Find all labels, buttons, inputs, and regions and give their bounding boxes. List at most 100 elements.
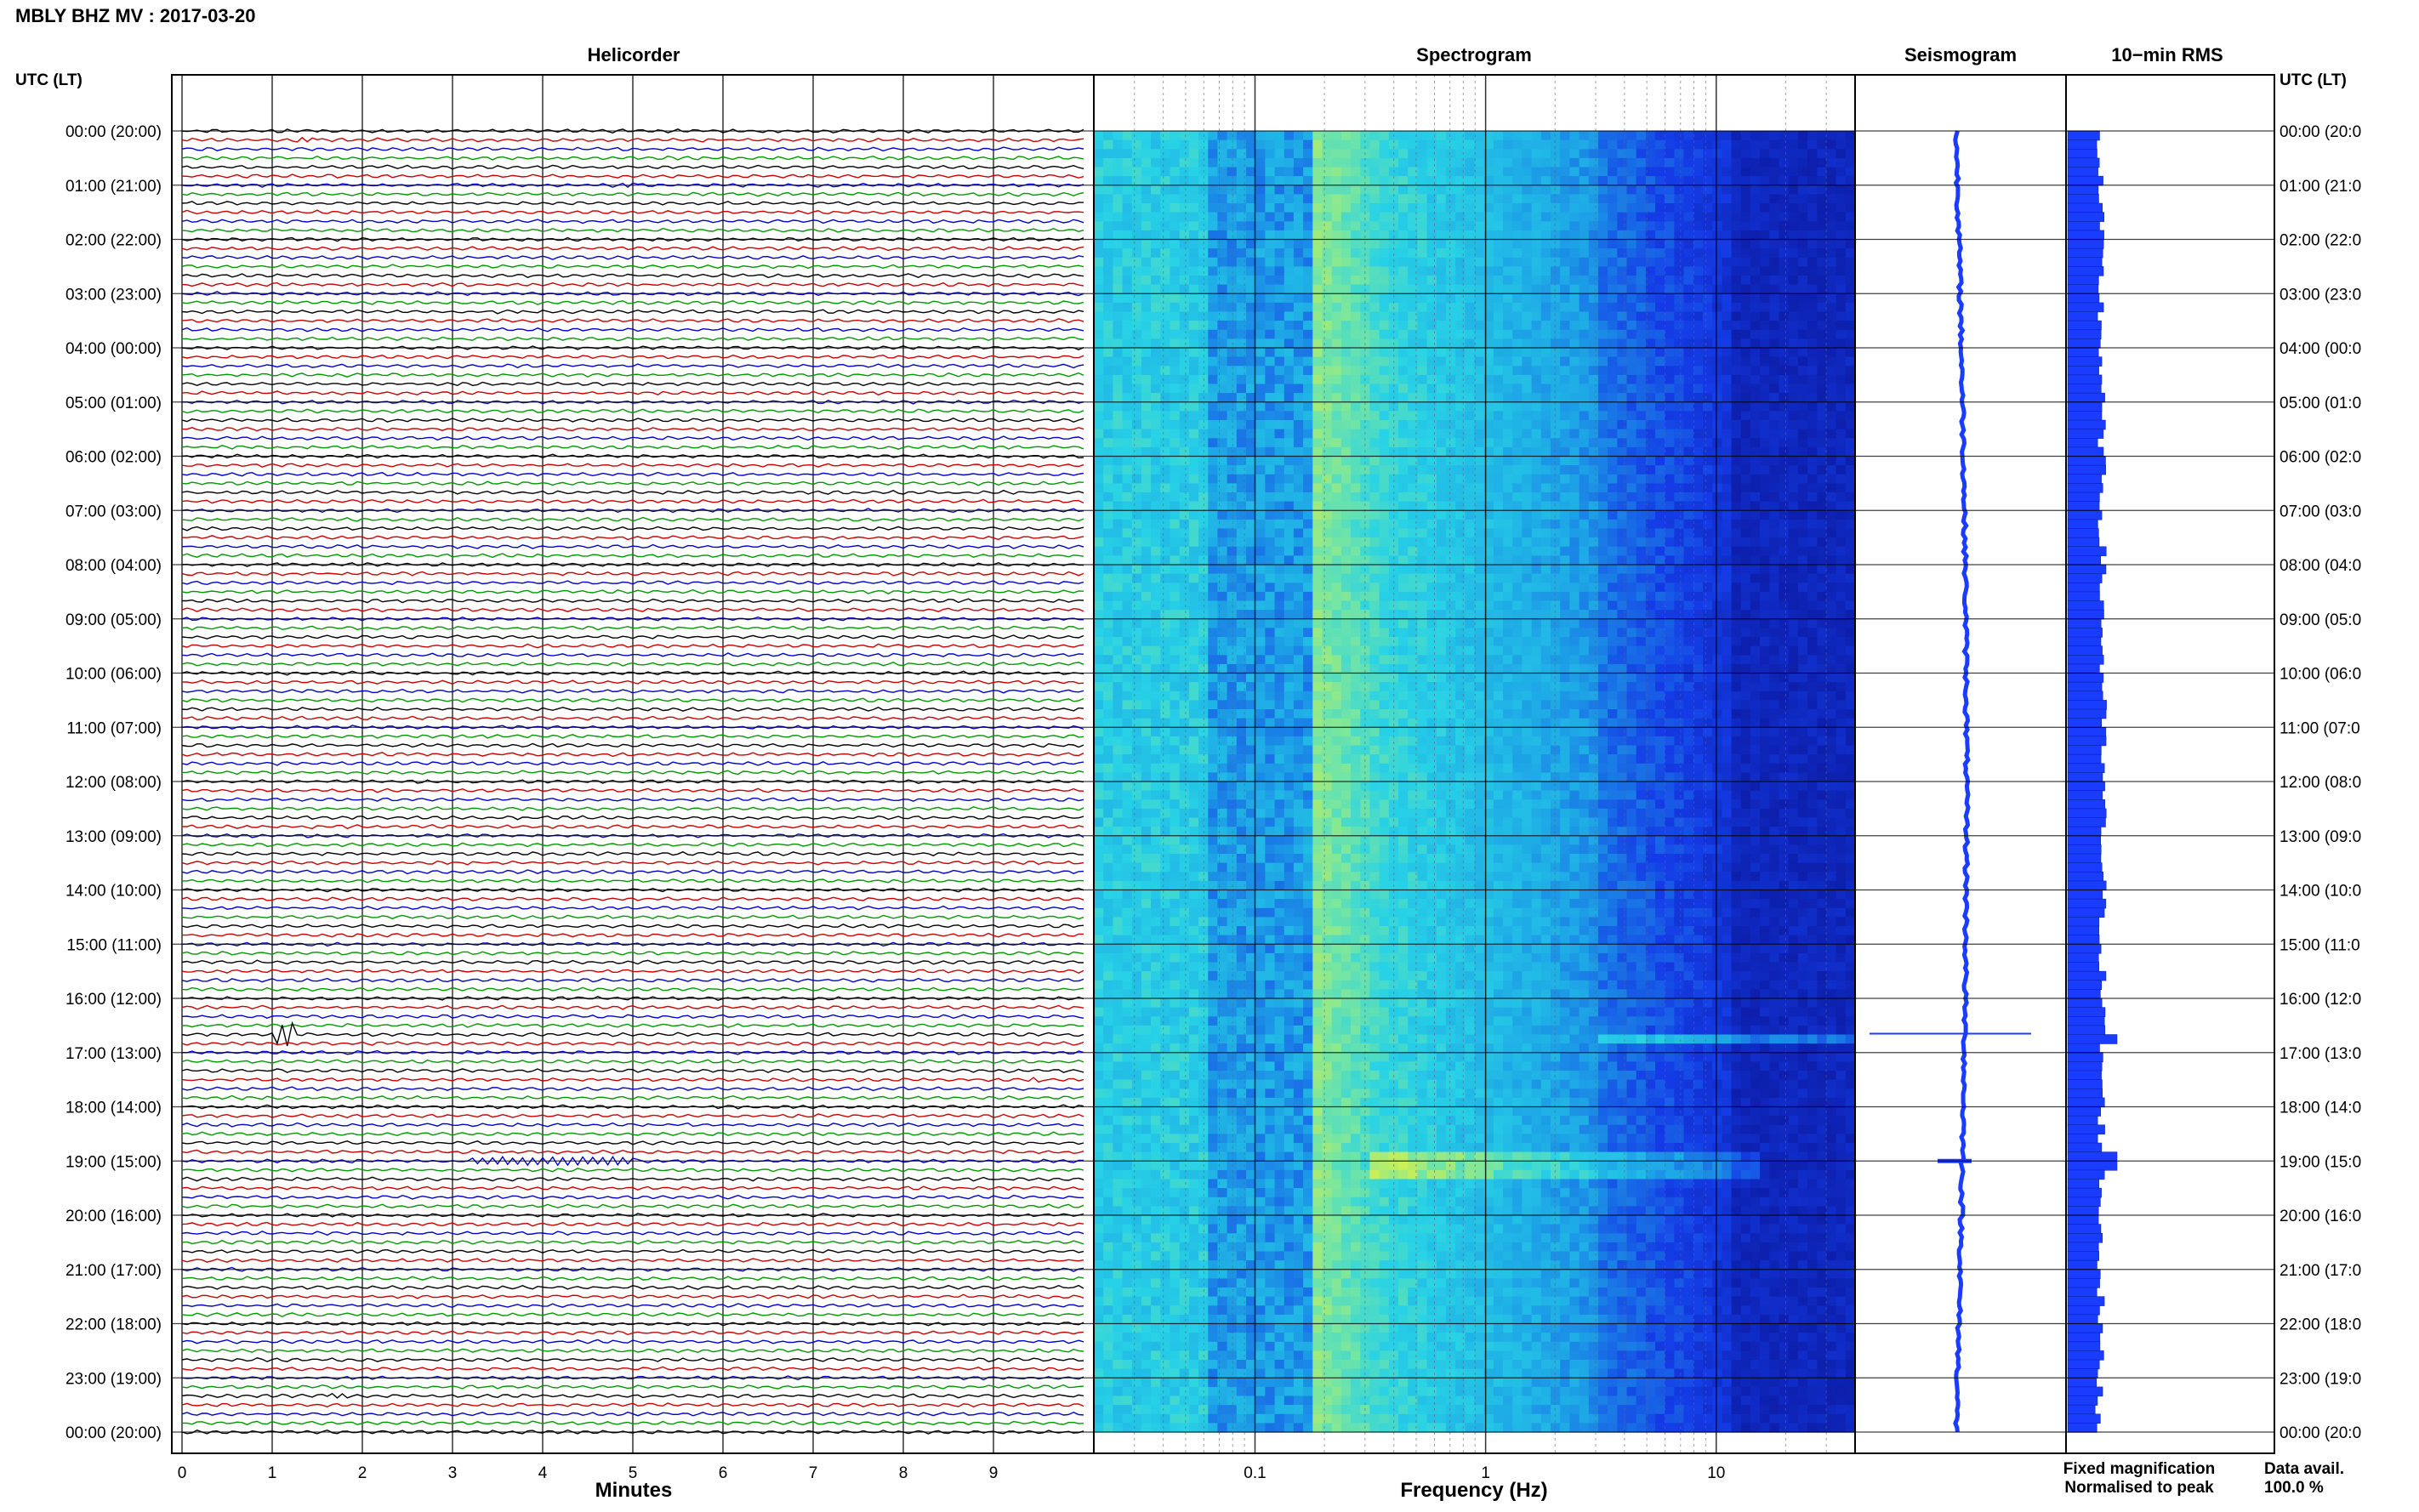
spectrogram-cell — [1398, 565, 1409, 575]
spectrogram-cell — [1740, 600, 1751, 611]
spectrogram-cell — [1788, 456, 1799, 466]
spectrogram-cell — [1769, 673, 1780, 683]
spectrogram-cell — [1703, 637, 1713, 647]
spectrogram-cell — [1351, 374, 1361, 385]
spectrogram-cell — [1141, 655, 1152, 665]
spectrogram-cell — [1817, 194, 1828, 204]
spectrogram-cell — [1122, 465, 1133, 475]
spectrogram-cell — [1674, 465, 1685, 475]
spectrogram-cell — [1426, 203, 1437, 213]
spectrogram-cell — [1198, 401, 1209, 412]
spectrogram-cell — [1283, 429, 1295, 439]
spectrogram-cell — [1703, 366, 1713, 376]
spectrogram-cell — [1740, 519, 1751, 530]
spectrogram-cell — [1655, 348, 1665, 358]
spectrogram-cell — [1113, 393, 1124, 403]
spectrogram-cell — [1208, 167, 1219, 177]
spectrogram-cell — [1474, 185, 1485, 195]
spectrogram-cell — [1626, 618, 1637, 628]
spectrogram-cell — [1131, 528, 1142, 538]
spectrogram-cell — [1712, 393, 1722, 403]
spectrogram-cell — [1722, 248, 1733, 259]
spectrogram-cell — [1597, 446, 1608, 458]
spectrogram-cell — [1836, 645, 1847, 656]
spectrogram-cell — [1474, 519, 1485, 530]
spectrogram-cell — [1779, 474, 1790, 484]
spectrogram-cell — [1807, 257, 1818, 267]
spectrogram-cell — [1408, 293, 1418, 304]
spectrogram-cell — [1303, 366, 1313, 376]
spectrogram-cell — [1379, 537, 1390, 548]
spectrogram-cell — [1417, 474, 1428, 484]
spectrogram-cell — [1293, 393, 1304, 403]
spectrogram-cell — [1303, 546, 1313, 556]
spectrogram-cell — [1512, 519, 1523, 530]
spectrogram-cell — [1094, 519, 1104, 530]
spectrogram-cell — [1769, 655, 1780, 665]
spectrogram-cell — [1246, 510, 1256, 520]
spectrogram-cell — [1312, 555, 1323, 566]
spectrogram-cell — [1198, 348, 1209, 358]
spectrogram-cell — [1665, 645, 1676, 656]
spectrogram-cell — [1617, 483, 1628, 493]
spectrogram-cell — [1131, 230, 1142, 241]
spectrogram-cell — [1731, 438, 1742, 448]
spectrogram-cell — [1379, 374, 1390, 385]
spectrogram-cell — [1655, 628, 1665, 638]
spectrogram-cell — [1608, 194, 1618, 204]
spectrogram-cell — [1379, 492, 1390, 503]
spectrogram-cell — [1179, 682, 1190, 692]
spectrogram-cell — [1608, 510, 1618, 520]
spectrogram-cell — [1626, 384, 1637, 394]
spectrogram-cell — [1540, 401, 1551, 412]
spectrogram-cell — [1655, 149, 1665, 159]
spectrogram-cell — [1160, 492, 1171, 503]
spectrogram-cell — [1722, 446, 1733, 458]
spectrogram-cell — [1531, 139, 1542, 150]
spectrogram-cell — [1208, 139, 1219, 150]
spectrogram-cell — [1674, 293, 1685, 304]
spectrogram-cell — [1303, 284, 1313, 294]
spectrogram-cell — [1436, 474, 1447, 484]
spectrogram-cell — [1379, 212, 1390, 222]
spectrogram-cell — [1369, 483, 1380, 493]
spectrogram-cell — [1655, 167, 1665, 177]
spectrogram-cell — [1703, 618, 1713, 628]
spectrogram-cell — [1274, 429, 1285, 439]
spectrogram-cell — [1255, 645, 1266, 656]
spectrogram-cell — [1151, 465, 1161, 475]
spectrogram-cell — [1455, 293, 1466, 304]
spectrogram-cell — [1703, 600, 1713, 611]
spectrogram-cell — [1312, 483, 1323, 493]
spectrogram-cell — [1455, 239, 1466, 249]
spectrogram-cell — [1246, 663, 1256, 674]
spectrogram-cell — [1617, 276, 1628, 286]
spectrogram-cell — [1151, 194, 1161, 204]
spectrogram-cell — [1779, 293, 1790, 304]
spectrogram-cell — [1493, 673, 1504, 683]
spectrogram-cell — [1779, 492, 1790, 503]
spectrogram-cell — [1588, 157, 1599, 168]
spectrogram-cell — [1807, 131, 1818, 141]
spectrogram-cell — [1426, 321, 1437, 331]
spectrogram-cell — [1797, 157, 1808, 168]
spectrogram-cell — [1826, 628, 1837, 638]
spectrogram-cell — [1265, 420, 1276, 430]
spectrogram-cell — [1522, 221, 1533, 231]
spectrogram-cell — [1283, 321, 1295, 331]
spectrogram-cell — [1094, 591, 1104, 602]
spectrogram-cell — [1331, 583, 1342, 593]
spectrogram-cell — [1636, 528, 1647, 538]
spectrogram-cell — [1626, 293, 1637, 304]
spectrogram-cell — [1255, 565, 1266, 575]
spectrogram-cell — [1760, 438, 1770, 448]
spectrogram-cell — [1683, 176, 1694, 186]
spectrogram-cell — [1179, 600, 1190, 611]
spectrogram-cell — [1217, 311, 1228, 321]
spectrogram-cell — [1322, 176, 1333, 186]
spectrogram-cell — [1826, 384, 1837, 394]
spectrogram-cell — [1769, 248, 1780, 259]
spectrogram-cell — [1246, 600, 1256, 611]
spectrogram-cell — [1483, 682, 1494, 692]
spectrogram-cell — [1560, 510, 1570, 520]
